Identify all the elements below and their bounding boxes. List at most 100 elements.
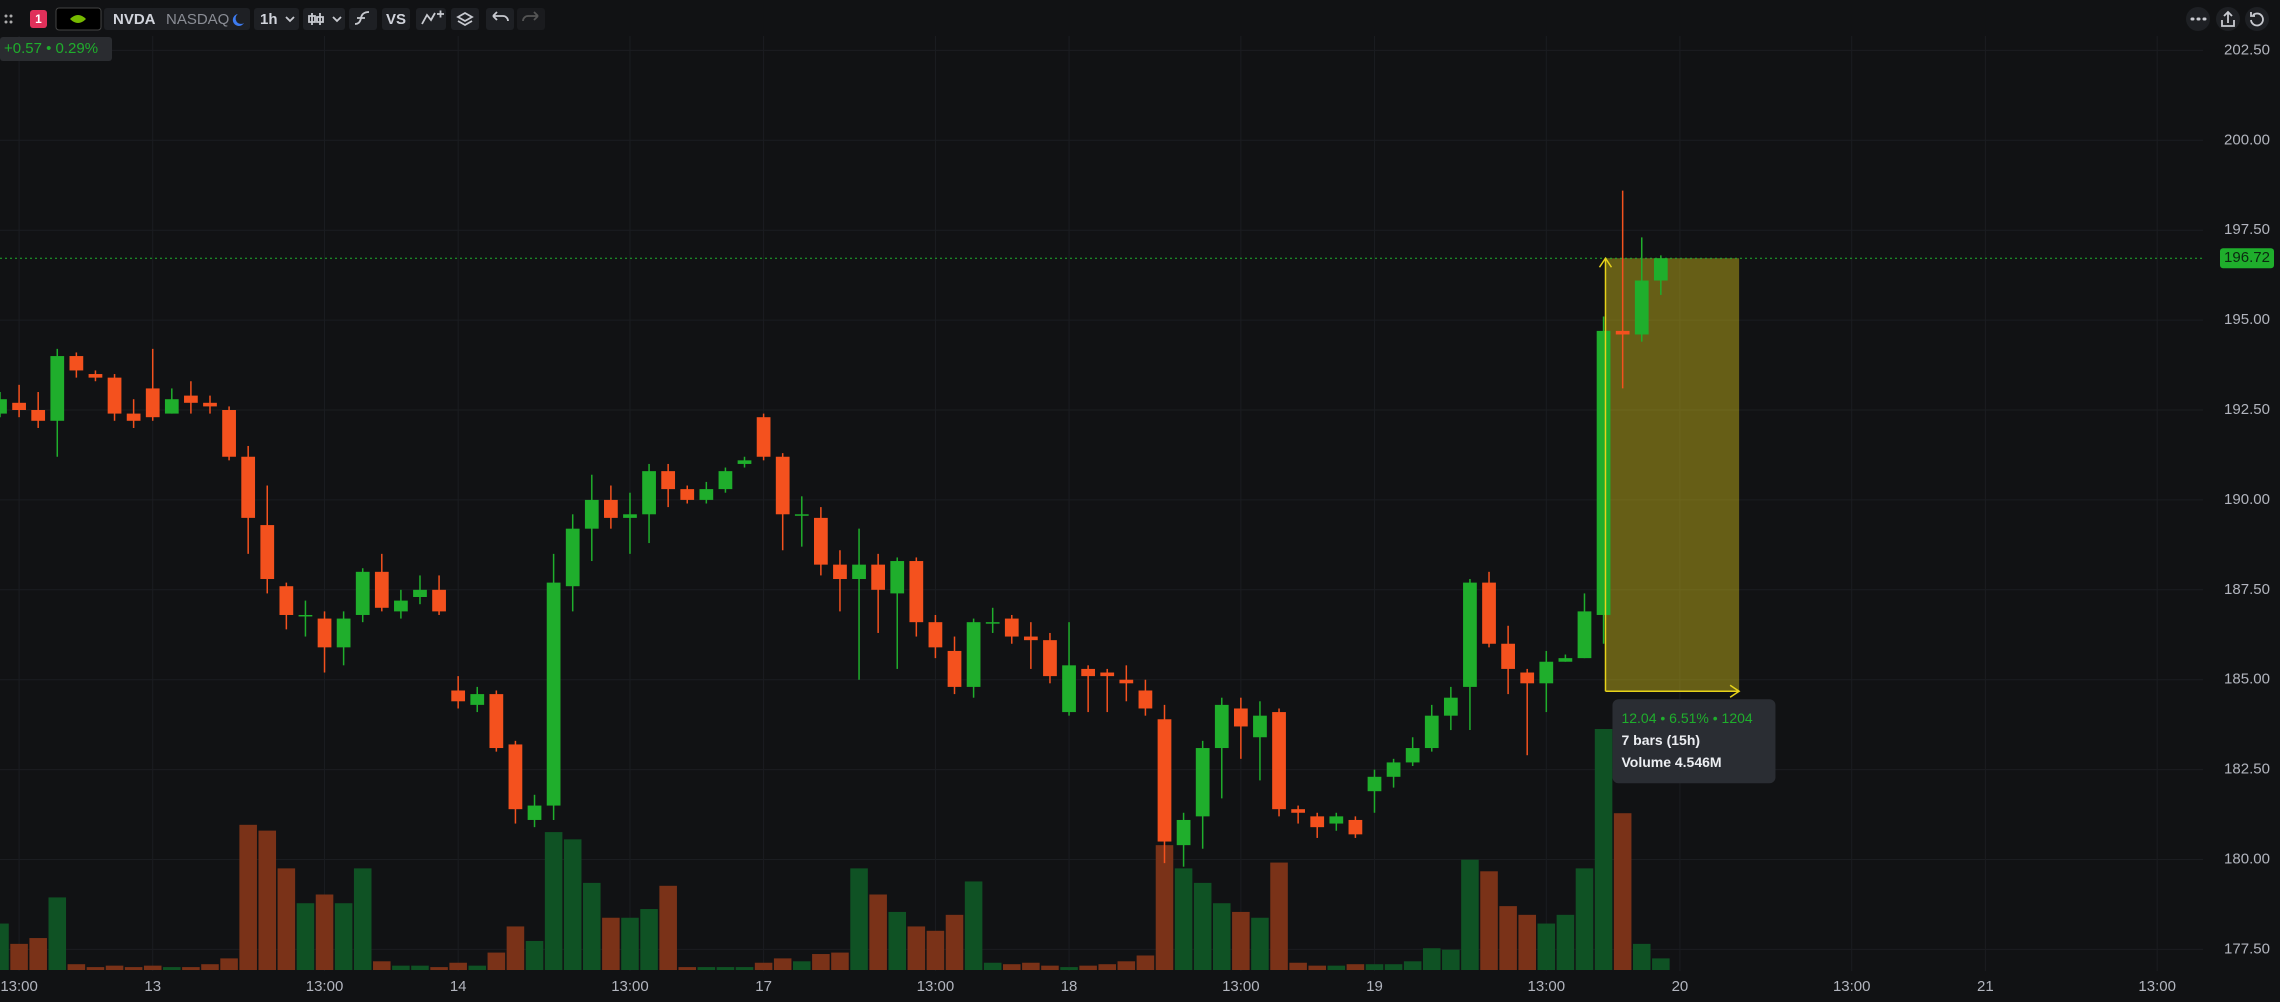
candle-body (31, 410, 46, 421)
layout-badge[interactable] (30, 10, 47, 28)
volume-bar (353, 868, 372, 970)
volume-bar (1575, 868, 1594, 970)
y-tick-label: 177.50 (2224, 940, 2270, 957)
volume-bar (716, 967, 735, 970)
symbol-box[interactable] (104, 8, 250, 30)
volume-bar (506, 926, 525, 970)
candle-body (871, 564, 886, 590)
volume-bar (1537, 923, 1556, 970)
y-tick-label: 187.50 (2224, 581, 2270, 598)
chevron (285, 16, 295, 23)
candle-body (1463, 582, 1477, 687)
volume-bar (697, 967, 716, 970)
interval-box[interactable] (254, 8, 299, 30)
volume-bar (602, 917, 620, 970)
volume-bar (1346, 964, 1365, 970)
x-tick-label: 13:00 (306, 978, 344, 995)
y-tick-label: 192.50 (2224, 401, 2270, 418)
y-tick-label: 180.00 (2224, 850, 2270, 867)
candle-body (966, 622, 981, 687)
volume-bar (1155, 845, 1174, 970)
candle-body (737, 460, 752, 464)
alert-icon (421, 10, 444, 25)
layers-btn[interactable] (451, 8, 479, 30)
candle-body (164, 399, 179, 414)
undo-btn[interactable] (486, 8, 514, 30)
candle-body (203, 402, 217, 407)
volume-bar (1594, 729, 1613, 970)
candle-body (222, 410, 236, 457)
undo-icon (492, 11, 509, 22)
x-tick-label: 13:00 (1528, 978, 1566, 995)
session-icon (232, 14, 244, 26)
x-tick-label: 13:00 (1222, 978, 1260, 995)
drag-handle[interactable] (4, 14, 13, 24)
symbol[interactable]: NVDA (113, 11, 156, 28)
candle-body (623, 514, 637, 518)
y-tick-label: 190.00 (2224, 491, 2270, 508)
volume-bar (258, 830, 277, 970)
volume-bar (163, 967, 181, 970)
volume-bar (1556, 914, 1575, 970)
candle-body (432, 589, 446, 612)
volume-bar (487, 952, 506, 970)
volume-bar (124, 967, 143, 970)
last-price-label: 196.72 (2224, 249, 2270, 266)
candle-body (107, 377, 122, 414)
interval[interactable]: 1h (260, 11, 278, 28)
volume-bar (1461, 859, 1479, 970)
volume-bar (621, 917, 639, 970)
layers-icon (456, 11, 474, 27)
candle-body (1310, 816, 1325, 828)
redo-btn[interactable] (517, 8, 545, 30)
indicators-btn[interactable] (349, 8, 377, 30)
candle-body (1424, 715, 1439, 749)
candle-body (1233, 708, 1248, 727)
volume-bar (1613, 813, 1632, 970)
candle-body (451, 690, 466, 702)
x-tick-label: 13:00 (917, 978, 955, 995)
volume-bar (793, 961, 811, 970)
volume-bar (773, 958, 792, 970)
volume-bar (888, 911, 907, 970)
compare[interactable]: VS (386, 11, 406, 28)
candle-body (814, 517, 828, 565)
x-tick-label: 14 (450, 978, 467, 995)
x-tick-label: 13 (144, 978, 161, 995)
candle-body (1214, 704, 1229, 749)
volume-bar (1079, 965, 1097, 970)
x-tick-label: 13:00 (611, 978, 649, 995)
candle-body (508, 744, 523, 810)
volume-bar (1041, 965, 1059, 970)
measure-arrow-right (1729, 684, 1741, 698)
candle-body (145, 388, 160, 418)
volume-bar (1232, 911, 1250, 970)
candle-body (1596, 330, 1611, 615)
volume-bar (659, 885, 677, 970)
candle-body (1520, 672, 1535, 684)
volume-bar (907, 926, 926, 970)
exchange: NASDAQ (166, 11, 229, 28)
candle-body (642, 471, 656, 515)
volume-bar (1442, 949, 1460, 970)
candle-body (489, 694, 504, 749)
volume-bar (1022, 962, 1040, 970)
volume-bar (850, 868, 868, 970)
indicators-icon (354, 11, 370, 25)
x-tick-label: 20 (1672, 978, 1689, 995)
candle-body (928, 622, 943, 648)
measure-tooltip-line: 7 bars (15h) (1621, 732, 1700, 748)
candle-body (1367, 776, 1382, 792)
compare-btn[interactable] (382, 8, 410, 30)
fullscreen-btn[interactable] (2245, 7, 2269, 31)
chart-type-btn[interactable] (303, 8, 345, 30)
candle-body (756, 417, 771, 457)
candle-body (88, 374, 103, 378)
x-tick-label: 17 (755, 978, 772, 995)
candle-body (241, 456, 256, 518)
volume-bar (411, 965, 429, 970)
x-tick-label: 21 (1977, 978, 1994, 995)
volume-bar (1518, 914, 1536, 970)
